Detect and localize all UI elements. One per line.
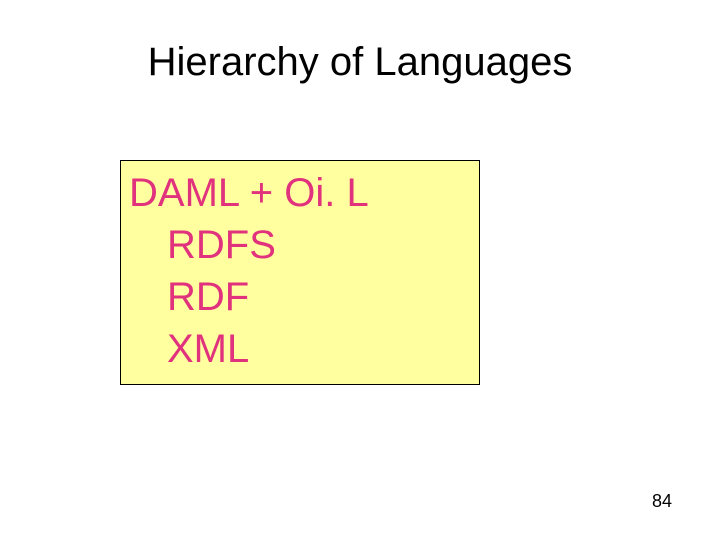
hierarchy-item-xml: XML xyxy=(129,323,471,375)
hierarchy-item-rdfs: RDFS xyxy=(129,219,471,271)
hierarchy-item-rdf: RDF xyxy=(129,271,471,323)
hierarchy-box: DAML + Oi. L RDFS RDF XML xyxy=(120,160,480,385)
slide-title: Hierarchy of Languages xyxy=(0,40,720,85)
page-number: 84 xyxy=(652,491,672,512)
slide: Hierarchy of Languages DAML + Oi. L RDFS… xyxy=(0,0,720,540)
hierarchy-item-daml: DAML + Oi. L xyxy=(129,167,471,219)
